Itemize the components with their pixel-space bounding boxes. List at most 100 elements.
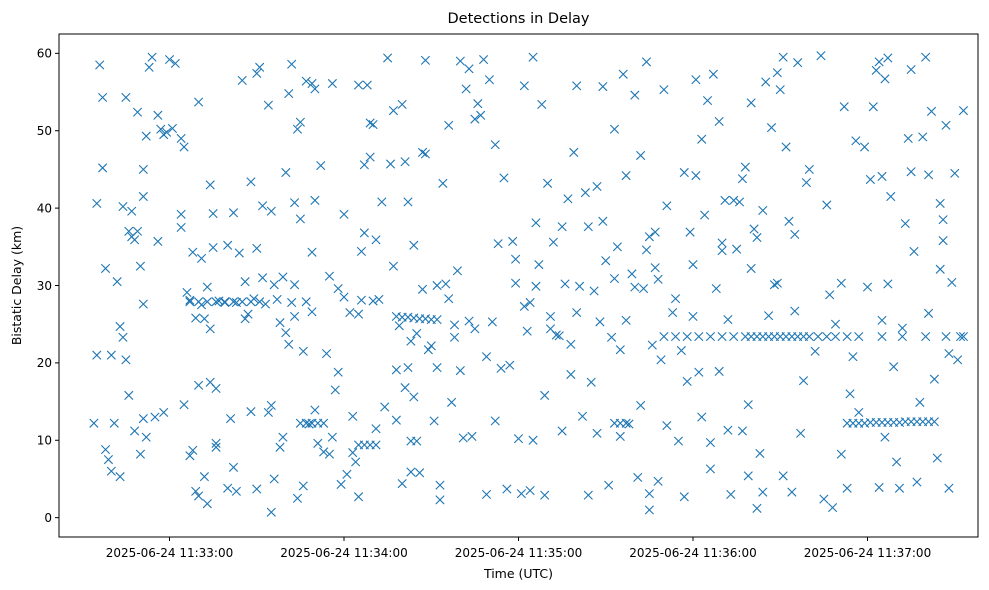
data-point	[255, 297, 265, 307]
data-point	[630, 282, 640, 292]
data-point	[403, 197, 413, 207]
data-point	[886, 191, 896, 202]
data-point	[202, 499, 212, 509]
data-point	[353, 80, 364, 90]
data-point	[377, 197, 387, 207]
data-point	[894, 483, 905, 493]
data-point	[292, 124, 303, 134]
data-point	[260, 299, 271, 309]
data-point	[531, 281, 541, 291]
data-point	[208, 208, 218, 219]
data-point	[668, 307, 678, 318]
data-point	[237, 75, 247, 86]
data-point	[92, 350, 102, 360]
data-point	[449, 332, 460, 342]
data-point	[188, 247, 198, 257]
data-point	[417, 284, 428, 294]
data-point	[426, 341, 436, 351]
data-point	[202, 297, 212, 307]
data-point	[880, 74, 890, 84]
data-point	[461, 84, 471, 94]
data-point	[476, 110, 486, 120]
data-point	[493, 239, 503, 249]
data-point	[467, 431, 477, 441]
data-point	[572, 81, 582, 91]
data-point	[880, 432, 890, 442]
data-point	[775, 85, 785, 95]
data-point	[918, 132, 928, 142]
data-point	[281, 167, 291, 178]
data-point	[612, 242, 622, 252]
data-point	[473, 99, 483, 109]
data-point	[412, 328, 422, 339]
data-point	[138, 191, 148, 202]
data-point	[243, 309, 253, 319]
data-point	[313, 438, 323, 448]
data-point	[609, 273, 620, 284]
data-point	[423, 345, 433, 355]
data-point	[234, 248, 244, 258]
data-point	[859, 142, 870, 152]
data-point	[371, 235, 381, 245]
data-point	[644, 489, 654, 499]
data-point	[211, 297, 221, 307]
data-point	[743, 400, 753, 410]
data-point	[228, 208, 239, 218]
data-point	[801, 177, 812, 188]
data-point	[723, 425, 733, 435]
data-point	[580, 188, 590, 198]
data-point	[697, 412, 707, 422]
data-point	[391, 365, 401, 375]
data-point	[511, 254, 521, 264]
data-point	[252, 68, 262, 79]
data-point	[144, 62, 154, 72]
data-point	[557, 426, 567, 436]
data-point	[746, 263, 756, 274]
data-point	[211, 442, 221, 452]
data-point	[115, 321, 125, 332]
data-point	[138, 414, 148, 424]
data-point	[252, 484, 262, 494]
data-point	[868, 102, 878, 112]
data-point	[156, 124, 166, 134]
data-point	[368, 296, 378, 306]
data-point	[679, 492, 689, 502]
data-point	[822, 200, 832, 210]
data-point	[150, 412, 160, 422]
data-point	[938, 215, 948, 225]
data-point	[479, 54, 489, 65]
data-point	[162, 127, 172, 137]
data-point	[394, 321, 404, 331]
data-point	[406, 467, 416, 477]
data-point	[98, 92, 108, 103]
data-point	[246, 407, 256, 417]
data-point	[906, 65, 916, 75]
data-point	[348, 411, 358, 421]
data-point	[516, 489, 526, 499]
data-point	[813, 331, 823, 342]
data-point	[732, 244, 742, 254]
data-point	[921, 52, 931, 62]
data-point	[618, 69, 628, 79]
data-point	[705, 464, 716, 474]
data-point	[915, 397, 925, 407]
data-point	[118, 201, 128, 212]
data-point	[583, 490, 593, 500]
data-point	[124, 390, 134, 400]
data-point	[714, 366, 724, 376]
y-tick-label: 60	[37, 47, 52, 61]
data-point	[130, 235, 140, 245]
data-point	[717, 331, 727, 342]
x-axis: 2025-06-24 11:33:00 2025-06-24 11:34:00 20…	[106, 537, 931, 560]
data-point	[194, 297, 204, 307]
data-point	[566, 369, 576, 380]
data-point	[275, 318, 285, 328]
data-point	[621, 418, 631, 428]
data-point	[327, 432, 337, 442]
data-point	[511, 278, 521, 288]
data-point	[688, 311, 698, 322]
data-point	[502, 484, 512, 494]
data-point	[958, 106, 969, 116]
data-point	[228, 462, 239, 472]
data-point	[400, 383, 410, 393]
